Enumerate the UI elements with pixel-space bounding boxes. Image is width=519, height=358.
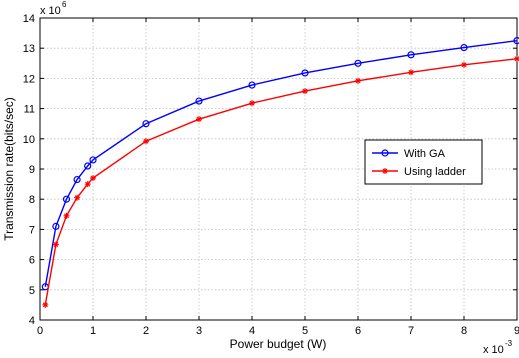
legend-marker-using-ladder [382,168,388,174]
star-marker-stroke [355,78,361,84]
x-tick-label: 0 [37,325,43,337]
y-tick-label: 9 [29,164,35,176]
star-marker-stroke [196,116,202,122]
data-point-with-ga [84,162,92,170]
star-marker-stroke [90,175,96,181]
data-point-using-ladder [355,77,361,84]
legend-entry-with-ga: With GA [372,148,446,160]
data-point-using-ladder [196,116,202,123]
data-point-with-ga [73,175,81,184]
data-point-with-ga [248,81,256,89]
y-tick-label: 12 [23,73,35,85]
x-tick-label: 4 [249,325,255,337]
legend: With GA Using ladder [364,139,483,185]
data-point-with-ga [513,37,519,45]
legend-label-with-ga: With GA [404,148,446,160]
data-point-with-ga [460,43,468,52]
star-marker-stroke [42,302,48,308]
data-point-using-ladder [408,69,414,76]
star-marker-stroke [514,56,519,62]
data-point-using-ladder [84,181,91,188]
y-tick-label: 7 [29,224,35,236]
star-marker-stroke [408,69,414,75]
y-multiplier-exponent: 6 [62,0,67,9]
x-tick-label: 1 [90,325,96,337]
data-point-using-ladder [249,100,255,107]
star-marker-stroke [249,100,255,106]
star-marker-stroke [382,168,388,174]
x-tick-label: 3 [196,325,202,337]
x-tick-label: 7 [408,325,414,337]
data-point-using-ladder [302,88,308,95]
series-with-ga [41,37,519,291]
star-marker-stroke [64,213,69,219]
x-multiplier-exponent: -3 [505,339,513,348]
y-multiplier: x 10 6 [40,0,67,17]
y-tick-label: 11 [24,104,35,116]
star-marker-stroke [461,62,467,68]
y-multiplier-base: x 10 [40,5,61,17]
x-axis-label: Power budget (W) [230,337,327,351]
data-point-with-ga [407,51,415,59]
legend-marker-with-ga [381,149,389,157]
x-tick-label: 9 [514,325,519,337]
legend-entry-using-ladder: Using ladder [372,166,466,178]
y-tick-label: 6 [29,255,35,267]
x-multiplier-base: x 10 [483,344,504,356]
data-point-with-ga [142,120,150,128]
star-marker-stroke [74,195,80,201]
data-point-with-ga [354,59,362,67]
legend-label-using-ladder: Using ladder [404,166,466,178]
data-point-with-ga [301,69,309,77]
star-marker-stroke [143,138,149,144]
y-axis-label: Transmission rate(bits/sec) [2,97,16,241]
x-tick-label: 5 [302,325,308,337]
series-layer [41,37,519,308]
legend-box [364,139,483,185]
data-point-using-ladder [74,194,81,201]
data-point-using-ladder [42,301,49,308]
data-point-using-ladder [52,241,59,248]
data-point-using-ladder [90,175,96,182]
x-tick-label: 6 [355,325,361,337]
x-multiplier: x 10 -3 [483,339,513,356]
series-using-ladder [42,55,519,308]
x-tick-label: 2 [143,325,149,337]
data-point-with-ga [52,222,60,230]
y-tick-label: 13 [23,43,35,55]
y-tick-label: 5 [29,285,35,297]
data-point-using-ladder [461,61,467,68]
series-line-using-ladder [44,58,518,306]
x-tick-label: 8 [461,325,467,337]
data-point-using-ladder [143,138,149,145]
y-tick-label: 8 [29,194,35,206]
data-point-using-ladder [514,55,519,62]
data-point-using-ladder [63,212,70,219]
series-line-with-ga [44,39,518,287]
data-point-with-ga [195,97,203,105]
data-point-with-ga [89,156,97,164]
y-tick-label: 14 [23,13,35,25]
data-point-with-ga [62,195,71,203]
star-marker-stroke [53,242,59,247]
y-tick-label: 10 [23,134,35,146]
y-tick-label: 4 [29,315,35,327]
star-marker-stroke [85,181,91,187]
star-marker-stroke [302,88,308,94]
